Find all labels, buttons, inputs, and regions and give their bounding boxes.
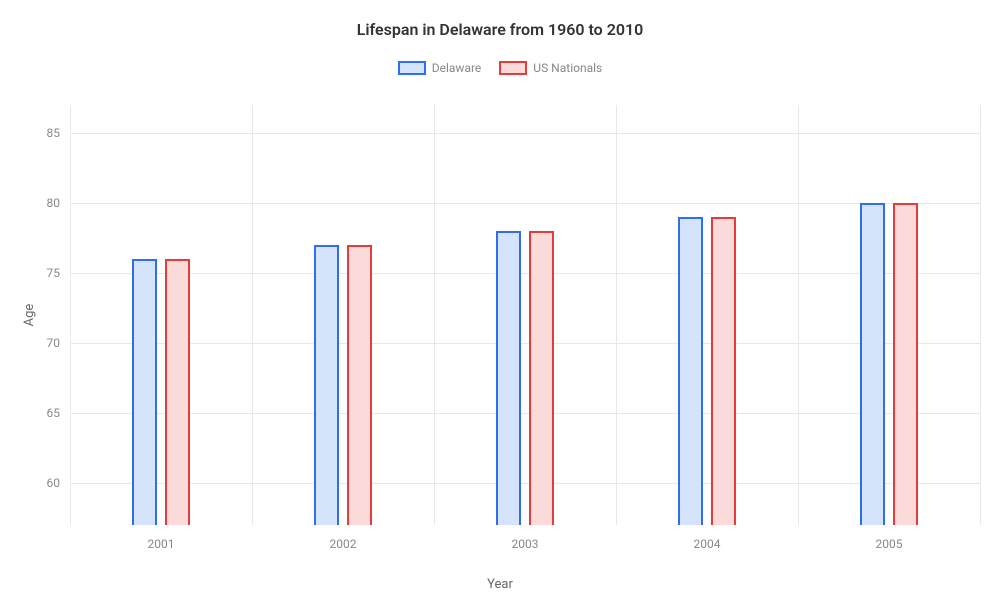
ytick-label: 80	[47, 196, 61, 210]
gridline-v	[616, 105, 617, 525]
plot-area: 60657075808520012002200320042005	[70, 105, 980, 525]
legend-swatch-delaware	[398, 61, 426, 75]
legend-item-delaware: Delaware	[398, 61, 482, 75]
gridline-v	[434, 105, 435, 525]
bar	[165, 259, 190, 525]
bar	[860, 203, 885, 525]
y-axis-label: Age	[22, 304, 37, 327]
legend-item-usnationals: US Nationals	[499, 61, 602, 75]
gridline-h	[70, 273, 980, 274]
bar	[496, 231, 521, 525]
bar	[132, 259, 157, 525]
bar	[678, 217, 703, 525]
gridline-h	[70, 343, 980, 344]
bar	[711, 217, 736, 525]
xtick-label: 2002	[330, 537, 357, 551]
bar	[314, 245, 339, 525]
ytick-label: 60	[47, 476, 61, 490]
ytick-label: 75	[47, 266, 61, 280]
xtick-label: 2004	[694, 537, 721, 551]
ytick-label: 85	[47, 126, 61, 140]
gridline-v	[252, 105, 253, 525]
plot: 60657075808520012002200320042005	[70, 105, 980, 525]
gridline-h	[70, 413, 980, 414]
chart-title: Lifespan in Delaware from 1960 to 2010	[0, 0, 1000, 39]
gridline-h	[70, 203, 980, 204]
xtick-label: 2003	[512, 537, 539, 551]
ytick-label: 65	[47, 406, 61, 420]
gridline-v	[70, 105, 71, 525]
gridline-v	[980, 105, 981, 525]
bar	[893, 203, 918, 525]
ytick-label: 70	[47, 336, 61, 350]
gridline-h	[70, 483, 980, 484]
legend-label-delaware: Delaware	[432, 61, 482, 75]
gridline-h	[70, 133, 980, 134]
legend: Delaware US Nationals	[0, 61, 1000, 75]
legend-label-usnationals: US Nationals	[533, 61, 602, 75]
x-axis-label: Year	[487, 577, 513, 592]
xtick-label: 2001	[148, 537, 175, 551]
bar	[529, 231, 554, 525]
xtick-label: 2005	[876, 537, 903, 551]
legend-swatch-usnationals	[499, 61, 527, 75]
bar	[347, 245, 372, 525]
gridline-v	[798, 105, 799, 525]
